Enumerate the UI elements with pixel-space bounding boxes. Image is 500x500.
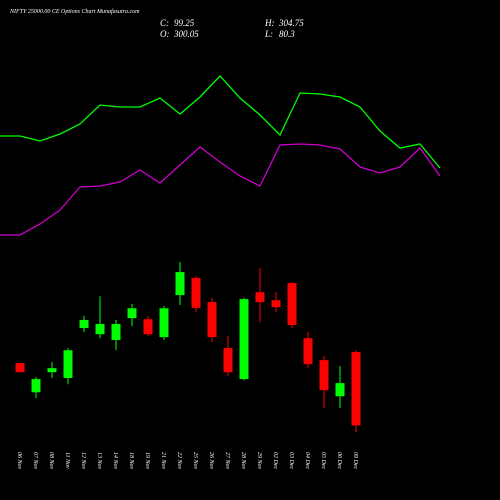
candle-body — [79, 319, 89, 328]
candle-body — [95, 323, 105, 335]
x-tick-label: 04 Dec — [304, 452, 311, 469]
x-tick-label: 05 Dec — [320, 452, 326, 469]
high-value: 304.75 — [278, 18, 304, 28]
x-tick-label: 27 Nov — [224, 452, 230, 470]
chart-title: NIFTY 25000.00 CE Options Chart Munafasu… — [9, 8, 140, 15]
x-tick-label: 22 Nov — [176, 452, 182, 470]
candle-body — [143, 319, 153, 335]
candle-body — [47, 368, 57, 373]
indicator-line — [0, 75, 441, 169]
x-tick-label: 09 Dec — [352, 452, 358, 469]
candle-body — [63, 350, 73, 379]
x-tick-label: 29 Nov — [256, 452, 262, 470]
ohlc-readout: C: 99.25 H: 304.75 O: 300.05 L: 80.3 — [160, 18, 304, 39]
x-tick-label: 25 Nov — [192, 452, 198, 470]
x-tick-label: 02 Dec — [272, 452, 278, 469]
x-tick-label: 21 Nov — [160, 452, 166, 470]
x-tick-label: 26 Nov — [208, 452, 214, 470]
candle-body — [255, 292, 265, 303]
x-tick-label: 19 Nov — [144, 452, 150, 470]
x-tick-label: 08 Nov — [48, 452, 54, 470]
candle-body — [127, 308, 137, 319]
x-tick-label: 13 Nov — [96, 452, 102, 470]
x-tick-label: 12 Nov — [80, 452, 86, 470]
x-tick-label: 07 Nov — [32, 452, 38, 470]
candle-body — [175, 272, 185, 296]
candle-body — [335, 383, 345, 397]
candle-body — [15, 363, 25, 373]
candle-body — [191, 277, 201, 308]
candle-body — [223, 348, 233, 373]
x-tick-label: 06 Dec — [336, 452, 342, 469]
low-label: L: — [264, 29, 273, 39]
candle-body — [31, 379, 41, 393]
close-value: 99.25 — [174, 18, 195, 28]
low-value: 80.3 — [279, 29, 295, 39]
open-label: O: — [160, 29, 170, 39]
candle-body — [351, 352, 361, 426]
candle-body — [207, 302, 217, 338]
candle-body — [159, 308, 169, 338]
candle-body — [287, 283, 297, 326]
candle-body — [319, 360, 329, 391]
high-label: H: — [264, 18, 275, 28]
candle-body — [303, 338, 313, 365]
x-tick-label: 14 Nov — [112, 452, 119, 470]
candle-body — [239, 299, 249, 380]
x-tick-label: 28 Nov — [240, 452, 246, 470]
open-value: 300.05 — [173, 29, 199, 39]
indicator-line — [0, 143, 441, 236]
x-tick-label: 03 Dec — [288, 452, 294, 469]
candle-body — [271, 300, 281, 308]
x-tick-label: 18 Nov — [128, 452, 134, 470]
x-tick-label: 11 Nov — [64, 452, 70, 469]
close-label: C: — [160, 18, 169, 28]
x-tick-label: 06 Nov — [16, 452, 22, 470]
candle-body — [111, 323, 121, 341]
